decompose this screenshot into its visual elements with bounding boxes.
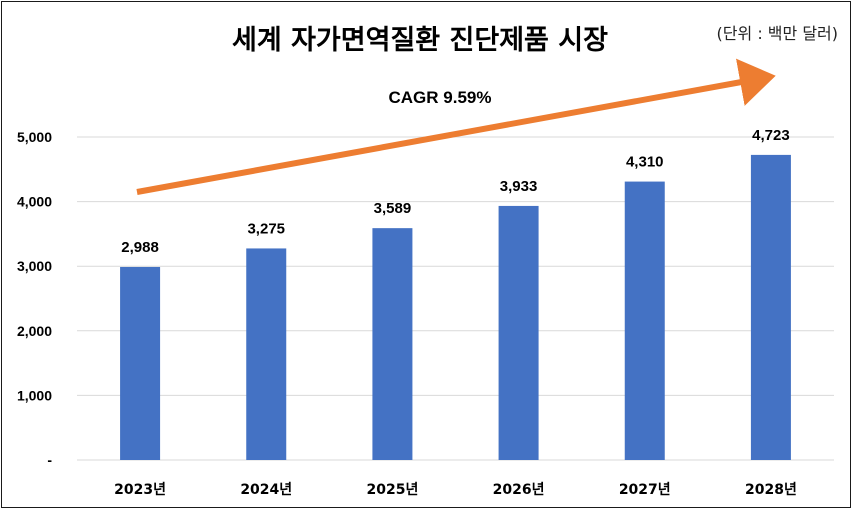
x-tick-label: 2025년 bbox=[366, 482, 418, 498]
bar bbox=[120, 266, 161, 460]
cagr-arrow bbox=[136, 58, 776, 195]
bar bbox=[498, 205, 539, 460]
y-tick-label: 3,000 bbox=[17, 258, 52, 274]
x-tick-label: 2027년 bbox=[619, 482, 671, 498]
x-tick-label: 2023년 bbox=[114, 482, 166, 498]
data-label: 2,988 bbox=[121, 239, 159, 256]
x-tick-label: 2026년 bbox=[493, 482, 545, 498]
y-tick-label: 5,000 bbox=[17, 129, 52, 145]
bar bbox=[624, 181, 665, 460]
y-tick-label: 1,000 bbox=[17, 387, 52, 403]
data-label: 3,933 bbox=[500, 178, 538, 195]
bar bbox=[246, 248, 287, 460]
data-label: 3,275 bbox=[247, 220, 285, 237]
chart-title: 세계 자가면역질환 진단제품 시장 bbox=[232, 25, 608, 56]
x-tick-label: 2028년 bbox=[745, 482, 797, 498]
y-tick-label: 2,000 bbox=[17, 323, 52, 339]
data-label: 4,310 bbox=[626, 154, 664, 171]
data-label: 3,589 bbox=[374, 200, 412, 217]
data-label: 4,723 bbox=[752, 127, 790, 144]
x-tick-label: 2024년 bbox=[240, 482, 292, 498]
bar bbox=[372, 228, 413, 460]
cagr-annotation: CAGR 9.59% bbox=[388, 88, 492, 107]
y-tick-label: 4,000 bbox=[17, 194, 52, 210]
y-tick-label: - bbox=[47, 452, 52, 468]
bar bbox=[750, 154, 791, 460]
unit-label: (단위 : 백만 달러) bbox=[716, 24, 838, 43]
